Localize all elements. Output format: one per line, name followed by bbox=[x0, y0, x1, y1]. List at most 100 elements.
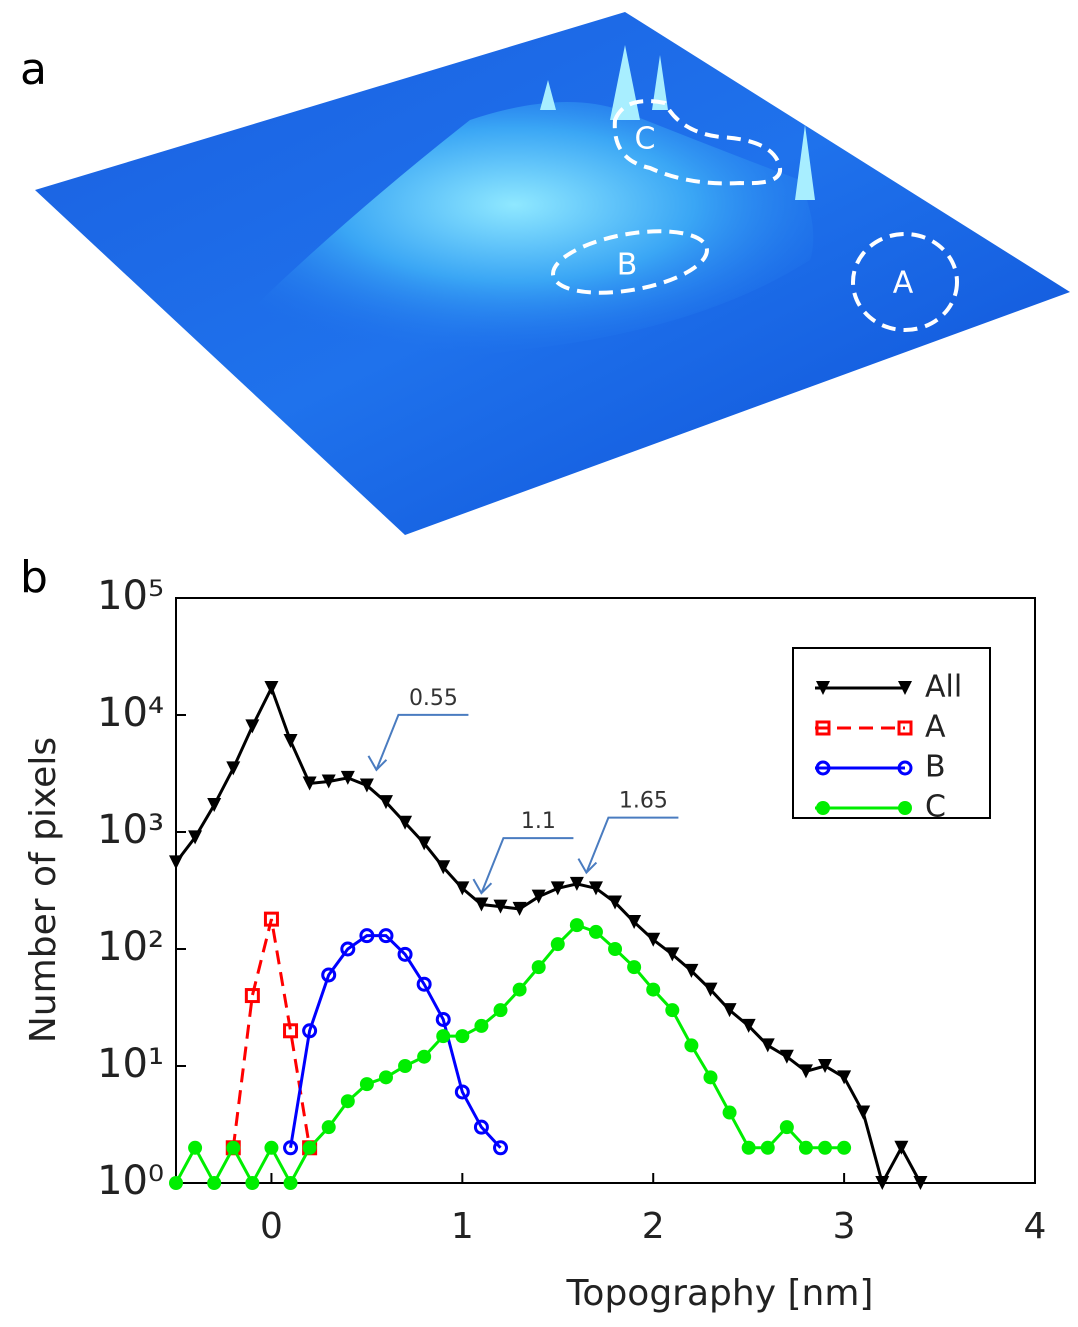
marker bbox=[302, 776, 317, 791]
marker bbox=[454, 1084, 470, 1100]
marker bbox=[818, 1059, 833, 1073]
marker bbox=[665, 947, 680, 962]
annotation-label: 1.1 bbox=[521, 809, 556, 834]
marker bbox=[473, 1119, 489, 1135]
marker bbox=[398, 1059, 413, 1073]
x-axis-label: Topography [nm] bbox=[566, 1273, 874, 1314]
marker bbox=[436, 860, 451, 875]
marker bbox=[760, 1038, 775, 1053]
marker bbox=[283, 733, 298, 748]
marker bbox=[207, 798, 222, 813]
marker bbox=[703, 1070, 718, 1085]
marker bbox=[531, 889, 546, 904]
annotation-label: 0.55 bbox=[409, 686, 458, 711]
x-tick-label: 4 bbox=[1024, 1206, 1047, 1247]
marker bbox=[588, 881, 603, 896]
marker bbox=[875, 1176, 890, 1190]
y-axis-label: Number of pixels bbox=[23, 737, 64, 1043]
marker bbox=[779, 1120, 794, 1135]
legend: All ABC bbox=[792, 647, 991, 825]
marker bbox=[493, 899, 508, 914]
region-label: C bbox=[635, 122, 656, 157]
marker bbox=[512, 901, 527, 916]
marker bbox=[455, 1029, 470, 1044]
legend-marker bbox=[898, 681, 912, 695]
marker bbox=[321, 967, 337, 983]
annotation-arrowhead bbox=[577, 858, 598, 875]
marker bbox=[627, 915, 642, 930]
marker bbox=[378, 795, 393, 810]
marker bbox=[359, 1077, 374, 1092]
annotation-arrowhead bbox=[367, 755, 388, 772]
marker bbox=[741, 1018, 756, 1033]
marker bbox=[684, 963, 699, 978]
marker bbox=[302, 1023, 318, 1039]
marker bbox=[837, 1140, 852, 1155]
marker bbox=[397, 946, 413, 962]
region-outline bbox=[851, 232, 959, 332]
y-tick-label: 10³ bbox=[97, 807, 164, 853]
legend-marker bbox=[897, 720, 913, 736]
panel-label: a bbox=[20, 44, 47, 95]
marker bbox=[550, 881, 565, 896]
marker bbox=[684, 1038, 699, 1053]
legend-marker bbox=[816, 801, 830, 815]
annotation-label: 1.65 bbox=[619, 789, 668, 814]
marker bbox=[226, 761, 241, 776]
marker bbox=[779, 1049, 794, 1064]
marker bbox=[398, 815, 413, 830]
marker bbox=[169, 1176, 183, 1190]
series-line bbox=[174, 684, 922, 1188]
marker bbox=[474, 897, 489, 912]
region-label: B bbox=[617, 248, 638, 283]
marker bbox=[417, 836, 432, 851]
marker bbox=[741, 1140, 756, 1155]
legend-label: B bbox=[925, 750, 946, 785]
marker bbox=[378, 928, 394, 944]
panel-label: b bbox=[20, 552, 48, 603]
marker bbox=[474, 1018, 489, 1033]
ridge bbox=[215, 102, 814, 359]
x-tick-label: 2 bbox=[642, 1206, 665, 1247]
marker bbox=[569, 918, 584, 933]
marker bbox=[798, 1064, 813, 1079]
marker bbox=[263, 911, 279, 927]
region-outline bbox=[612, 99, 783, 186]
annotation-arrow bbox=[585, 816, 679, 873]
series-line bbox=[289, 934, 502, 1149]
marker bbox=[264, 1140, 279, 1155]
marker bbox=[321, 1120, 336, 1135]
y-tick-label: 10² bbox=[97, 924, 164, 970]
marker bbox=[894, 1140, 909, 1155]
marker bbox=[245, 1176, 260, 1190]
legend-marker bbox=[898, 801, 912, 815]
x-tick-label: 0 bbox=[260, 1206, 283, 1247]
marker bbox=[646, 982, 661, 997]
legend-label: All bbox=[925, 670, 962, 705]
marker bbox=[665, 1003, 680, 1018]
marker bbox=[608, 942, 623, 956]
marker bbox=[722, 1105, 737, 1120]
marker bbox=[435, 1011, 451, 1027]
marker bbox=[416, 976, 432, 992]
marker bbox=[512, 982, 527, 997]
marker bbox=[302, 1140, 317, 1155]
marker bbox=[837, 1070, 852, 1085]
marker bbox=[818, 1140, 833, 1155]
marker bbox=[646, 932, 661, 947]
marker bbox=[798, 1140, 813, 1155]
marker bbox=[283, 1176, 298, 1190]
marker bbox=[283, 1140, 299, 1156]
marker bbox=[531, 960, 546, 975]
marker bbox=[264, 681, 279, 696]
marker bbox=[244, 988, 260, 1004]
marker bbox=[188, 830, 203, 845]
series-line bbox=[231, 918, 312, 1149]
marker bbox=[913, 1176, 928, 1190]
marker bbox=[550, 937, 565, 952]
marker bbox=[340, 770, 355, 785]
marker bbox=[245, 719, 260, 734]
marker bbox=[169, 855, 183, 870]
